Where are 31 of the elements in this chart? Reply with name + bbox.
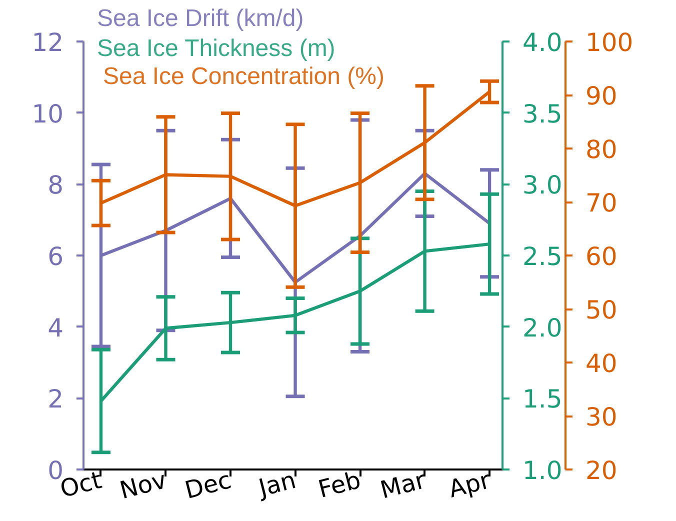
y-tick-label: 8 xyxy=(48,170,64,200)
y3-tick-label: 40 xyxy=(586,349,618,378)
x-tick-label: Apr xyxy=(446,466,494,504)
text: Sea Ice Thickness (m) xyxy=(97,35,336,63)
y-tick-label: 10 xyxy=(32,99,64,128)
y3-tick-label: 90 xyxy=(586,82,618,110)
x-tick-label: Feb xyxy=(315,466,364,504)
text: Sea Ice Drift (km/d) xyxy=(97,5,304,33)
y3-tick-label: 100 xyxy=(586,28,634,57)
y3-tick-label: 60 xyxy=(586,242,618,271)
y2-tick-label: 1.5 xyxy=(522,384,562,414)
y3-tick-label: 70 xyxy=(586,188,618,218)
x-tick-label: Dec xyxy=(182,466,234,505)
x-tick-label: Mar xyxy=(377,466,428,504)
x-tick-label: Nov xyxy=(116,466,170,505)
y3-tick-label: 80 xyxy=(586,135,618,164)
y2-tick-label: 3.0 xyxy=(522,170,562,200)
y2-tick-label: 4.0 xyxy=(522,28,562,57)
y2-tick-label: 3.5 xyxy=(522,99,562,128)
y-tick-label: 12 xyxy=(32,28,64,57)
y-tick-label: 2 xyxy=(48,384,64,414)
y-tick-label: 6 xyxy=(48,242,64,271)
y2-tick-label: 2.0 xyxy=(522,313,562,342)
text: Sea Ice Concentration (%) xyxy=(103,63,384,91)
y3-tick-label: 20 xyxy=(586,456,618,485)
y2-tick-label: 1.0 xyxy=(522,456,562,485)
y3-tick-label: 50 xyxy=(586,296,618,324)
x-tick-label: Jan xyxy=(254,466,299,503)
y3-tick-label: 30 xyxy=(586,402,618,432)
y2-tick-label: 2.5 xyxy=(522,242,562,271)
y-tick-label: 4 xyxy=(48,313,64,342)
